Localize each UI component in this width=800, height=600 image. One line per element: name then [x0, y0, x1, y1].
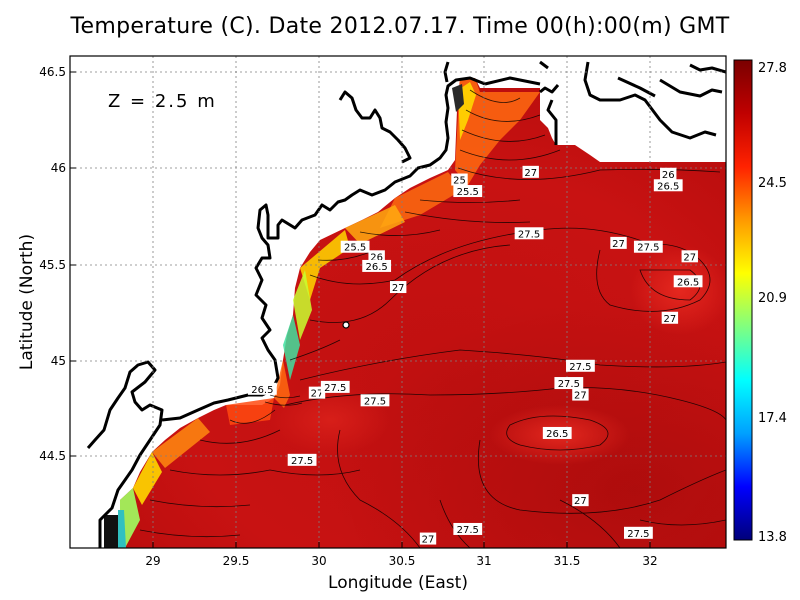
- contour-label: 27: [572, 388, 589, 402]
- contour-label: 27.5: [453, 522, 483, 536]
- contour-lines: [139, 89, 726, 548]
- contour-label-text: 26.5: [657, 181, 679, 192]
- contour-label-text: 27.5: [457, 525, 479, 536]
- contour-label: 26.5: [542, 426, 572, 440]
- contour-label-text: 27: [664, 314, 677, 325]
- xtick-label: 31.5: [554, 554, 581, 568]
- contour-label: 26.5: [247, 382, 277, 396]
- contour-label: 27: [572, 494, 589, 507]
- coastline: [86, 60, 726, 548]
- contour-label-text: 27: [574, 496, 587, 507]
- contour-label: 26.5: [653, 179, 683, 192]
- contour-label: 25.5: [340, 240, 370, 254]
- plot-frame: [69, 55, 727, 549]
- contour-label: 27.5: [554, 377, 584, 390]
- xtick-label: 32: [642, 554, 657, 568]
- contour-label-text: 27.5: [637, 243, 659, 254]
- ytick-label: 46.5: [39, 65, 66, 79]
- contour-label-text: 26: [662, 170, 675, 181]
- contour-label-text: 27: [683, 252, 696, 263]
- tick-marks: [70, 71, 651, 548]
- contour-label-text: 27.5: [291, 456, 313, 467]
- contour-label-text: 25.5: [344, 243, 366, 254]
- xtick-label: 30: [311, 554, 326, 568]
- xtick-label: 29: [145, 554, 160, 568]
- contour-label: 26: [660, 167, 677, 181]
- contour-label: 26: [368, 250, 385, 263]
- contour-label: 27.5: [633, 240, 663, 254]
- grid: [70, 56, 726, 548]
- sea-field: [104, 78, 726, 548]
- contour-label-text: 25: [453, 176, 466, 187]
- colorbar: [733, 59, 753, 541]
- ytick-label: 44.5: [39, 449, 66, 463]
- colorbar-tick: 24.5: [758, 176, 787, 191]
- contour-label: 27.5: [566, 359, 595, 373]
- contour-label-text: 26: [370, 252, 383, 263]
- contour-label: 27: [610, 236, 627, 250]
- xtick-label: 31: [476, 554, 491, 568]
- contour-label: 27: [389, 281, 407, 294]
- contour-label: 25.5: [453, 185, 483, 198]
- contour-label: 27.5: [514, 227, 544, 240]
- contour-label-text: 27: [612, 239, 625, 250]
- xtick-label: 29.5: [223, 554, 250, 568]
- contour-label-text: 27.5: [364, 396, 386, 407]
- chart-title: Temperature (C). Date 2012.07.17. Time 0…: [70, 14, 730, 39]
- contour-label: 27.5: [287, 453, 317, 467]
- contour-label-text: 27.5: [558, 379, 580, 390]
- colorbar-tick: 20.9: [758, 291, 787, 306]
- contour-label: 26.5: [362, 259, 392, 273]
- coastal-band-north: [455, 78, 540, 185]
- contour-label: 25: [451, 173, 468, 187]
- contour-label-text: 27.5: [569, 362, 591, 373]
- colorbar-tick: 17.4: [758, 411, 787, 426]
- contour-label: 27.5: [624, 526, 653, 540]
- contour-label-text: 27.5: [627, 529, 649, 540]
- contour-label-text: 27: [311, 389, 324, 400]
- colorbar-tick: 13.8: [758, 530, 787, 545]
- contour-label-text: 26.5: [677, 277, 699, 288]
- contour-label-text: 27: [392, 283, 405, 294]
- contour-label: 27: [522, 165, 539, 179]
- contour-label-text: 27: [574, 391, 587, 402]
- ytick-label: 46: [51, 161, 66, 175]
- contour-label: 27.5: [360, 394, 390, 407]
- contour-label-text: 27: [524, 168, 537, 179]
- contour-label: 26.5: [673, 275, 703, 288]
- contour-label: 27: [661, 311, 679, 325]
- contour-label-text: 26.5: [251, 385, 273, 396]
- contour-label-text: 26.5: [366, 262, 388, 273]
- contour-label: 27.5: [320, 380, 350, 394]
- contour-label-text: 27: [422, 535, 435, 546]
- xtick-label: 30.5: [389, 554, 416, 568]
- contour-label: 27: [419, 532, 437, 546]
- x-axis-label: Longitude (East): [328, 573, 468, 593]
- colorbar-tick: 27.8: [758, 61, 787, 76]
- ytick-label: 45.5: [39, 258, 66, 272]
- ytick-label: 45: [51, 354, 66, 368]
- depth-label: Z = 2.5 m: [108, 91, 217, 112]
- contour-label-text: 25.5: [457, 187, 479, 198]
- contour-label-text: 26.5: [546, 429, 568, 440]
- contour-label-text: 27.5: [518, 229, 540, 240]
- contour-label: 27: [681, 250, 698, 263]
- y-axis-label: Latitude (North): [17, 234, 37, 370]
- contour-label-text: 27.5: [324, 383, 346, 394]
